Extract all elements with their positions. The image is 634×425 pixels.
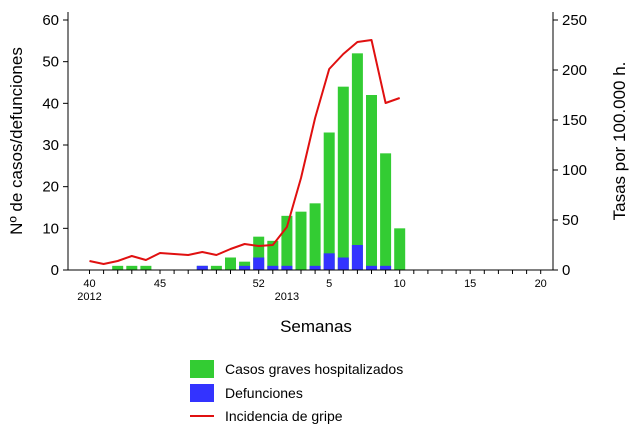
- year-label-2012: 2012: [77, 291, 101, 303]
- bar-hospitalized-week-42: [112, 265, 124, 270]
- left-tick-label-0: 0: [51, 262, 59, 279]
- bar-hospitalized-week-4: [309, 203, 321, 270]
- bar-deaths-week-9: [380, 265, 392, 270]
- left-tick-label-30: 30: [42, 137, 59, 154]
- x-tick-label-15: 15: [464, 278, 476, 290]
- bar-hospitalized-week-43: [126, 265, 138, 270]
- left-y-axis-title: Nº de casos/defunciones: [7, 47, 26, 235]
- bar-deaths-week-48: [196, 265, 208, 270]
- bar-deaths-week-1: [267, 265, 279, 270]
- left-tick-label-60: 60: [42, 12, 59, 29]
- left-tick-label-20: 20: [42, 179, 59, 196]
- bar-hospitalized-week-50: [225, 257, 236, 270]
- left-tick-label-40: 40: [42, 95, 59, 112]
- bar-hospitalized-week-8: [366, 95, 377, 270]
- right-tick-label-150: 150: [562, 112, 587, 129]
- bar-deaths-week-4: [309, 265, 321, 270]
- bar-hospitalized-week-49: [210, 265, 222, 270]
- legend: Casos graves hospitalizados Defunciones …: [190, 360, 403, 424]
- bar-deaths-week-7: [351, 245, 363, 270]
- bar-hospitalized-week-6: [337, 86, 349, 271]
- right-y-axis-title: Tasas por 100.000 h.: [610, 62, 629, 221]
- bar-deaths-week-5: [323, 253, 335, 270]
- incidence-line-group: [89, 39, 401, 265]
- bar-hospitalized-week-9: [380, 153, 392, 270]
- right-y-ticks: 0 50 100 150 200 250: [553, 12, 587, 279]
- right-tick-label-250: 250: [562, 12, 587, 29]
- bar-hospitalized-week-10: [394, 228, 406, 270]
- bar-hospitalized-week-1: [267, 240, 279, 270]
- right-tick-label-100: 100: [562, 162, 587, 179]
- legend-swatch-deaths: [190, 384, 214, 402]
- bars-group: [112, 53, 406, 271]
- incidence-line: [89, 39, 401, 265]
- right-tick-label-200: 200: [562, 62, 587, 79]
- bar-hospitalized-week-5: [323, 132, 335, 270]
- bar-hospitalized-week-7: [351, 53, 363, 271]
- right-tick-label-0: 0: [562, 262, 570, 279]
- bar-deaths-week-2: [281, 265, 293, 270]
- x-tick-label-45: 45: [154, 278, 166, 290]
- bar-hospitalized-week-2: [281, 215, 293, 270]
- legend-swatch-hospitalized: [190, 360, 214, 378]
- bar-hospitalized-week-52: [253, 236, 265, 270]
- x-ticks: 40 45 52 5 10 15 20 2012 2013: [77, 270, 547, 303]
- left-y-ticks: 0 10 20 30 40 50 60: [42, 12, 68, 279]
- left-tick-label-50: 50: [42, 54, 59, 71]
- bar-deaths-week-8: [366, 265, 377, 270]
- bar-hospitalized-week-3: [295, 211, 307, 270]
- bar-deaths-week-52: [253, 257, 265, 270]
- legend-label-incidence: Incidencia de gripe: [225, 408, 343, 424]
- legend-label-deaths: Defunciones: [225, 385, 303, 401]
- right-tick-label-50: 50: [562, 212, 579, 229]
- legend-label-hospitalized: Casos graves hospitalizados: [225, 361, 403, 377]
- x-tick-label-5: 5: [326, 278, 332, 290]
- bar-deaths-week-6: [337, 257, 349, 270]
- axes-group: [67, 12, 554, 271]
- bar-hospitalized-week-44: [140, 265, 152, 270]
- bar-deaths-week-51: [239, 265, 251, 270]
- x-tick-label-52: 52: [253, 278, 265, 290]
- x-tick-label-20: 20: [535, 278, 547, 290]
- bar-hospitalized-week-51: [239, 261, 251, 270]
- left-tick-label-10: 10: [42, 220, 59, 237]
- x-axis-title: Semanas: [280, 317, 352, 336]
- year-label-2013: 2013: [275, 291, 299, 303]
- x-tick-label-10: 10: [394, 278, 406, 290]
- x-tick-label-40: 40: [83, 278, 95, 290]
